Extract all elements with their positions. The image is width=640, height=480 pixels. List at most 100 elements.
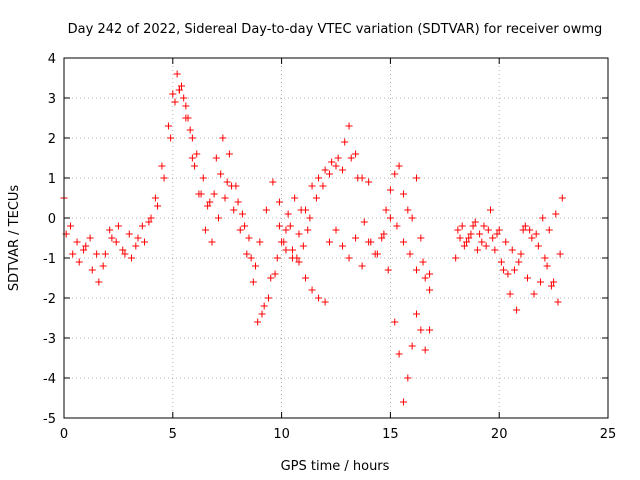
data-point [99, 262, 107, 270]
data-point [86, 234, 94, 242]
data-point [234, 198, 242, 206]
data-point [138, 222, 146, 230]
data-point [145, 218, 153, 226]
data-point [256, 238, 264, 246]
data-point [273, 254, 281, 262]
data-point [534, 242, 542, 250]
data-point [365, 238, 373, 246]
data-point [151, 194, 159, 202]
data-point [141, 238, 149, 246]
data-point [265, 294, 273, 302]
data-point [378, 234, 386, 242]
data-point [241, 222, 249, 230]
y-tick-label: 3 [48, 92, 56, 107]
data-point [73, 238, 81, 246]
data-point [352, 234, 360, 242]
data-point [463, 238, 471, 246]
data-point [67, 222, 75, 230]
data-point [395, 162, 403, 170]
data-point [391, 170, 399, 178]
data-point [556, 250, 564, 258]
data-point [391, 318, 399, 326]
data-point [399, 398, 407, 406]
data-point [408, 342, 416, 350]
data-point [506, 290, 514, 298]
data-point [558, 194, 566, 202]
data-point [465, 234, 473, 242]
data-point [284, 210, 292, 218]
data-point [280, 238, 288, 246]
data-point [341, 138, 349, 146]
data-point [191, 162, 199, 170]
data-point [308, 182, 316, 190]
data-point [393, 222, 401, 230]
grid-lines [64, 58, 608, 418]
data-point [154, 202, 162, 210]
data-point [500, 266, 508, 274]
data-point [251, 262, 259, 270]
data-point [332, 162, 340, 170]
data-point [269, 178, 277, 186]
data-point [321, 166, 329, 174]
data-point [158, 162, 166, 170]
data-point [169, 90, 177, 98]
data-point [495, 226, 503, 234]
data-point [480, 222, 488, 230]
y-tick-label: -3 [43, 332, 56, 347]
data-point [486, 206, 494, 214]
y-tick-label: -5 [43, 412, 56, 427]
data-point [493, 230, 501, 238]
plot-frame [63, 57, 609, 419]
data-point [541, 254, 549, 262]
data-point [88, 266, 96, 274]
data-point [521, 222, 529, 230]
data-point [458, 222, 466, 230]
data-point [195, 190, 203, 198]
data-point [230, 206, 238, 214]
data-point [365, 178, 373, 186]
data-point [282, 246, 290, 254]
data-point [245, 234, 253, 242]
data-point [339, 166, 347, 174]
data-point [426, 270, 434, 278]
data-point [286, 222, 294, 230]
data-point [304, 226, 312, 234]
data-point [223, 178, 231, 186]
x-tick-label: 5 [169, 427, 177, 442]
data-point [513, 306, 521, 314]
data-point [291, 194, 299, 202]
x-tick-label: 20 [491, 427, 508, 442]
data-point [121, 250, 129, 258]
data-point [456, 234, 464, 242]
data-point [254, 318, 262, 326]
data-point [452, 254, 460, 262]
x-tick-label: 15 [382, 427, 399, 442]
data-point [199, 174, 207, 182]
data-point [134, 234, 142, 242]
data-point [515, 258, 523, 266]
data-point [328, 158, 336, 166]
data-point [228, 182, 236, 190]
data-point [210, 190, 218, 198]
data-point [386, 214, 394, 222]
data-point [502, 238, 510, 246]
data-point [147, 214, 155, 222]
data-point [225, 150, 233, 158]
data-point [315, 174, 323, 182]
data-point [550, 278, 558, 286]
data-point [384, 266, 392, 274]
data-point [214, 214, 222, 222]
data-point [347, 154, 355, 162]
data-point [127, 254, 135, 262]
data-point [399, 190, 407, 198]
data-point [345, 254, 353, 262]
y-tick-label: -1 [43, 252, 56, 267]
data-point [180, 94, 188, 102]
data-point [554, 298, 562, 306]
data-point [460, 242, 468, 250]
y-tick-label: 2 [48, 132, 56, 147]
data-point [212, 154, 220, 162]
data-point [260, 302, 268, 310]
x-tick-labels: 0 5 10 15 20 25 [60, 427, 616, 442]
data-point [537, 278, 545, 286]
